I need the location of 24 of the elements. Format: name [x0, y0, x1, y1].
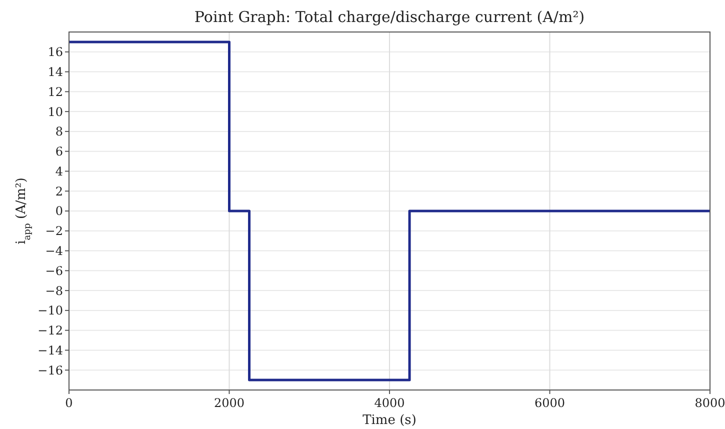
- chart-title: Point Graph: Total charge/discharge current (A/m²): [194, 8, 585, 26]
- y-tick-label: −16: [38, 363, 63, 378]
- y-tick-label: 10: [48, 104, 63, 119]
- y-tick-label: −6: [45, 264, 63, 278]
- x-tick-label: 2000: [214, 396, 245, 410]
- y-tick-label: −14: [38, 343, 64, 358]
- y-tick-label: 6: [55, 144, 63, 159]
- y-tick-label: −2: [45, 224, 63, 238]
- x-tick-label: 8000: [694, 396, 725, 410]
- y-tick-label: 12: [48, 84, 63, 99]
- y-tick-label: −8: [45, 284, 63, 298]
- x-tick-label: 6000: [534, 396, 566, 410]
- y-tick-label: 2: [55, 184, 63, 198]
- y-tick-label: 0: [55, 204, 63, 218]
- x-axis-title: Time (s): [362, 413, 416, 428]
- x-tick-label: 0: [65, 396, 73, 410]
- y-tick-label: 8: [55, 124, 63, 139]
- y-tick-label: 16: [48, 45, 63, 60]
- x-tick-label: 4000: [374, 396, 405, 410]
- y-tick-label: −12: [38, 324, 63, 338]
- y-tick-label: 4: [55, 164, 64, 178]
- y-tick-label: −10: [38, 304, 63, 318]
- y-tick-label: −4: [45, 244, 64, 258]
- y-tick-label: 14: [48, 64, 64, 79]
